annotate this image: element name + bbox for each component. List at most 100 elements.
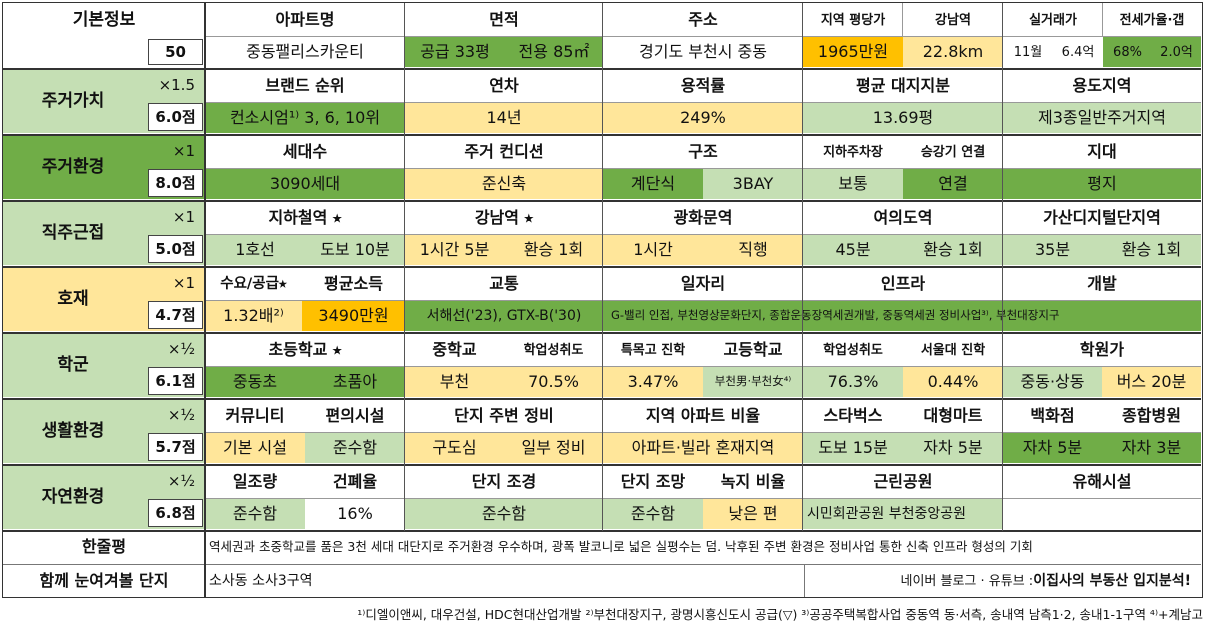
gangnam-time: 1시간 5분 [405, 235, 504, 265]
header-special-hs: 특목고 진학 [620, 342, 686, 358]
surroundings-type: 구도심 [405, 433, 504, 463]
category-score: 6.0점 [148, 103, 203, 131]
category-natural-env: 자연환경 [41, 486, 105, 507]
gasan-time: 35분 [1003, 235, 1102, 265]
academy-distance: 버스 20분 [1102, 367, 1201, 397]
category-score: 6.8점 [148, 499, 203, 527]
gridline [205, 102, 1201, 103]
zoning-value: 제3종일반주거지역 [1003, 103, 1201, 133]
basic-label: 기본정보 [72, 9, 136, 30]
category-development: 호재 [57, 288, 89, 309]
jeonse-gap: 2.0억 [1152, 37, 1201, 67]
header-transport: 교통 [489, 274, 519, 293]
category-score: 8.0점 [148, 169, 203, 197]
multiplier: ×1.5 [158, 75, 195, 94]
gridline [205, 168, 1201, 169]
header-subway: 지하철역 ⭑ [268, 208, 342, 227]
hospital-value: 자차 3분 [1102, 433, 1201, 463]
structure-type: 계단식 [603, 169, 703, 199]
area-exclusive: 전용 85㎡ [505, 37, 603, 67]
elementary-tag: 초품아 [305, 367, 405, 397]
header-households: 세대수 [282, 142, 328, 161]
households-value: 3090세대 [205, 169, 405, 199]
multiplier: ×1 [172, 207, 195, 226]
header-hospital: 종합병원 [1122, 406, 1181, 425]
yeouido-transfer: 환승 1회 [903, 235, 1003, 265]
header-snu: 서울대 진학 [920, 342, 986, 358]
header-supply-demand: 수요/공급⭑ [220, 275, 287, 292]
gridline [205, 234, 1201, 235]
header-far: 용적률 [680, 76, 726, 95]
header-high: 고등학교 [723, 340, 783, 359]
multiplier: ×½ [167, 471, 195, 490]
gridline [205, 498, 1201, 499]
park-value: 시민회관공원 부천중앙공원 [803, 499, 1003, 529]
condition-value: 준신축 [405, 169, 603, 199]
header-academy: 학원가 [1079, 340, 1125, 359]
gridline [1102, 3, 1103, 37]
gridline [802, 3, 803, 531]
address-value: 경기도 부천시 중동 [639, 42, 767, 61]
header-green-ratio: 녹지 비율 [720, 472, 786, 491]
multiplier: ×1 [172, 273, 195, 292]
header-elementary: 초등학교 ⭑ [268, 340, 342, 359]
price-per-pyeong-value: 1965만원 [803, 37, 903, 67]
hazard-value [1003, 499, 1201, 529]
header-hazard: 유해시설 [1072, 472, 1132, 491]
land-share-value: 13.69평 [803, 103, 1003, 133]
bcr-value: 16% [337, 504, 373, 523]
gwanghwamun-transfer: 직행 [703, 235, 803, 265]
far-value: 249% [603, 103, 803, 133]
gridline [804, 565, 805, 597]
header-infra: 인프라 [880, 274, 926, 293]
report-table: 기본정보 50 아파트명 면적 주소 지역 평당가 강남역 실거래가 전세가율·… [2, 2, 1203, 598]
department-store-value: 자차 5분 [1003, 433, 1102, 463]
middle-achievement-value: 70.5% [504, 367, 603, 397]
header-address: 주소 [688, 10, 718, 29]
header-middle-achievement: 학업성취도 [523, 342, 584, 358]
middle-value: 부천 [405, 367, 504, 397]
supply-demand-value: 1.32배²⁾ [205, 301, 302, 331]
header-avg-income: 평균소득 [324, 274, 383, 293]
header-park: 근린공원 [873, 472, 933, 491]
category-commute: 직주근접 [41, 222, 105, 243]
starbucks-value: 도보 15분 [803, 433, 903, 463]
elementary-name: 중동초 [205, 367, 305, 397]
landscape-value: 준수함 [405, 499, 603, 529]
sunlight-value: 준수함 [205, 499, 305, 529]
jeonse-ratio: 68% [1103, 37, 1152, 67]
parking-value: 보통 [803, 169, 903, 199]
age-value: 14년 [405, 103, 603, 133]
community-value: 기본 시설 [205, 433, 305, 463]
header-gasan: 가산디지털단지역 [1043, 208, 1161, 227]
gridline [205, 300, 1201, 301]
green-ratio-value: 낮은 편 [703, 499, 803, 529]
header-apt-ratio: 지역 아파트 비율 [645, 406, 761, 425]
gangnam-transfer: 환승 1회 [504, 235, 603, 265]
gridline [204, 3, 206, 597]
header-amenities: 편의시설 [325, 406, 385, 425]
source-prefix: 네이버 블로그 · 유튜브 : [900, 573, 1034, 589]
gwanghwamun-time: 1시간 [603, 235, 703, 265]
gridline [902, 3, 903, 37]
header-redevelop: 개발 [1087, 274, 1117, 293]
category-school: 학군 [57, 354, 89, 375]
gridline [1002, 3, 1003, 531]
mart-value: 자차 5분 [903, 433, 1003, 463]
header-condition: 주거 컨디션 [464, 142, 544, 161]
header-gangnam: 강남역 [935, 12, 971, 28]
academy-area: 중동·상동 [1003, 367, 1102, 397]
header-structure: 구조 [688, 142, 718, 161]
category-score: 5.0점 [148, 235, 203, 263]
multiplier: ×½ [167, 405, 195, 424]
header-jobs: 일자리 [680, 274, 726, 293]
structure-bay: 3BAY [703, 169, 803, 199]
header-area: 면적 [489, 10, 519, 29]
header-department-store: 백화점 [1030, 406, 1075, 425]
apt-name: 중동팰리스카운티 [246, 42, 364, 61]
apt-ratio-value: 아파트·빌라 혼재지역 [603, 433, 803, 463]
gridline [205, 432, 1201, 433]
header-land-share: 평균 대지지분 [856, 76, 950, 95]
jobs-infra-redevelop-value: G-밸리 인접, 부천영상문화단지, 종합운동장역세권개발, 중동역세권 정비사… [603, 301, 1201, 331]
header-yeouido: 여의도역 [873, 208, 933, 227]
